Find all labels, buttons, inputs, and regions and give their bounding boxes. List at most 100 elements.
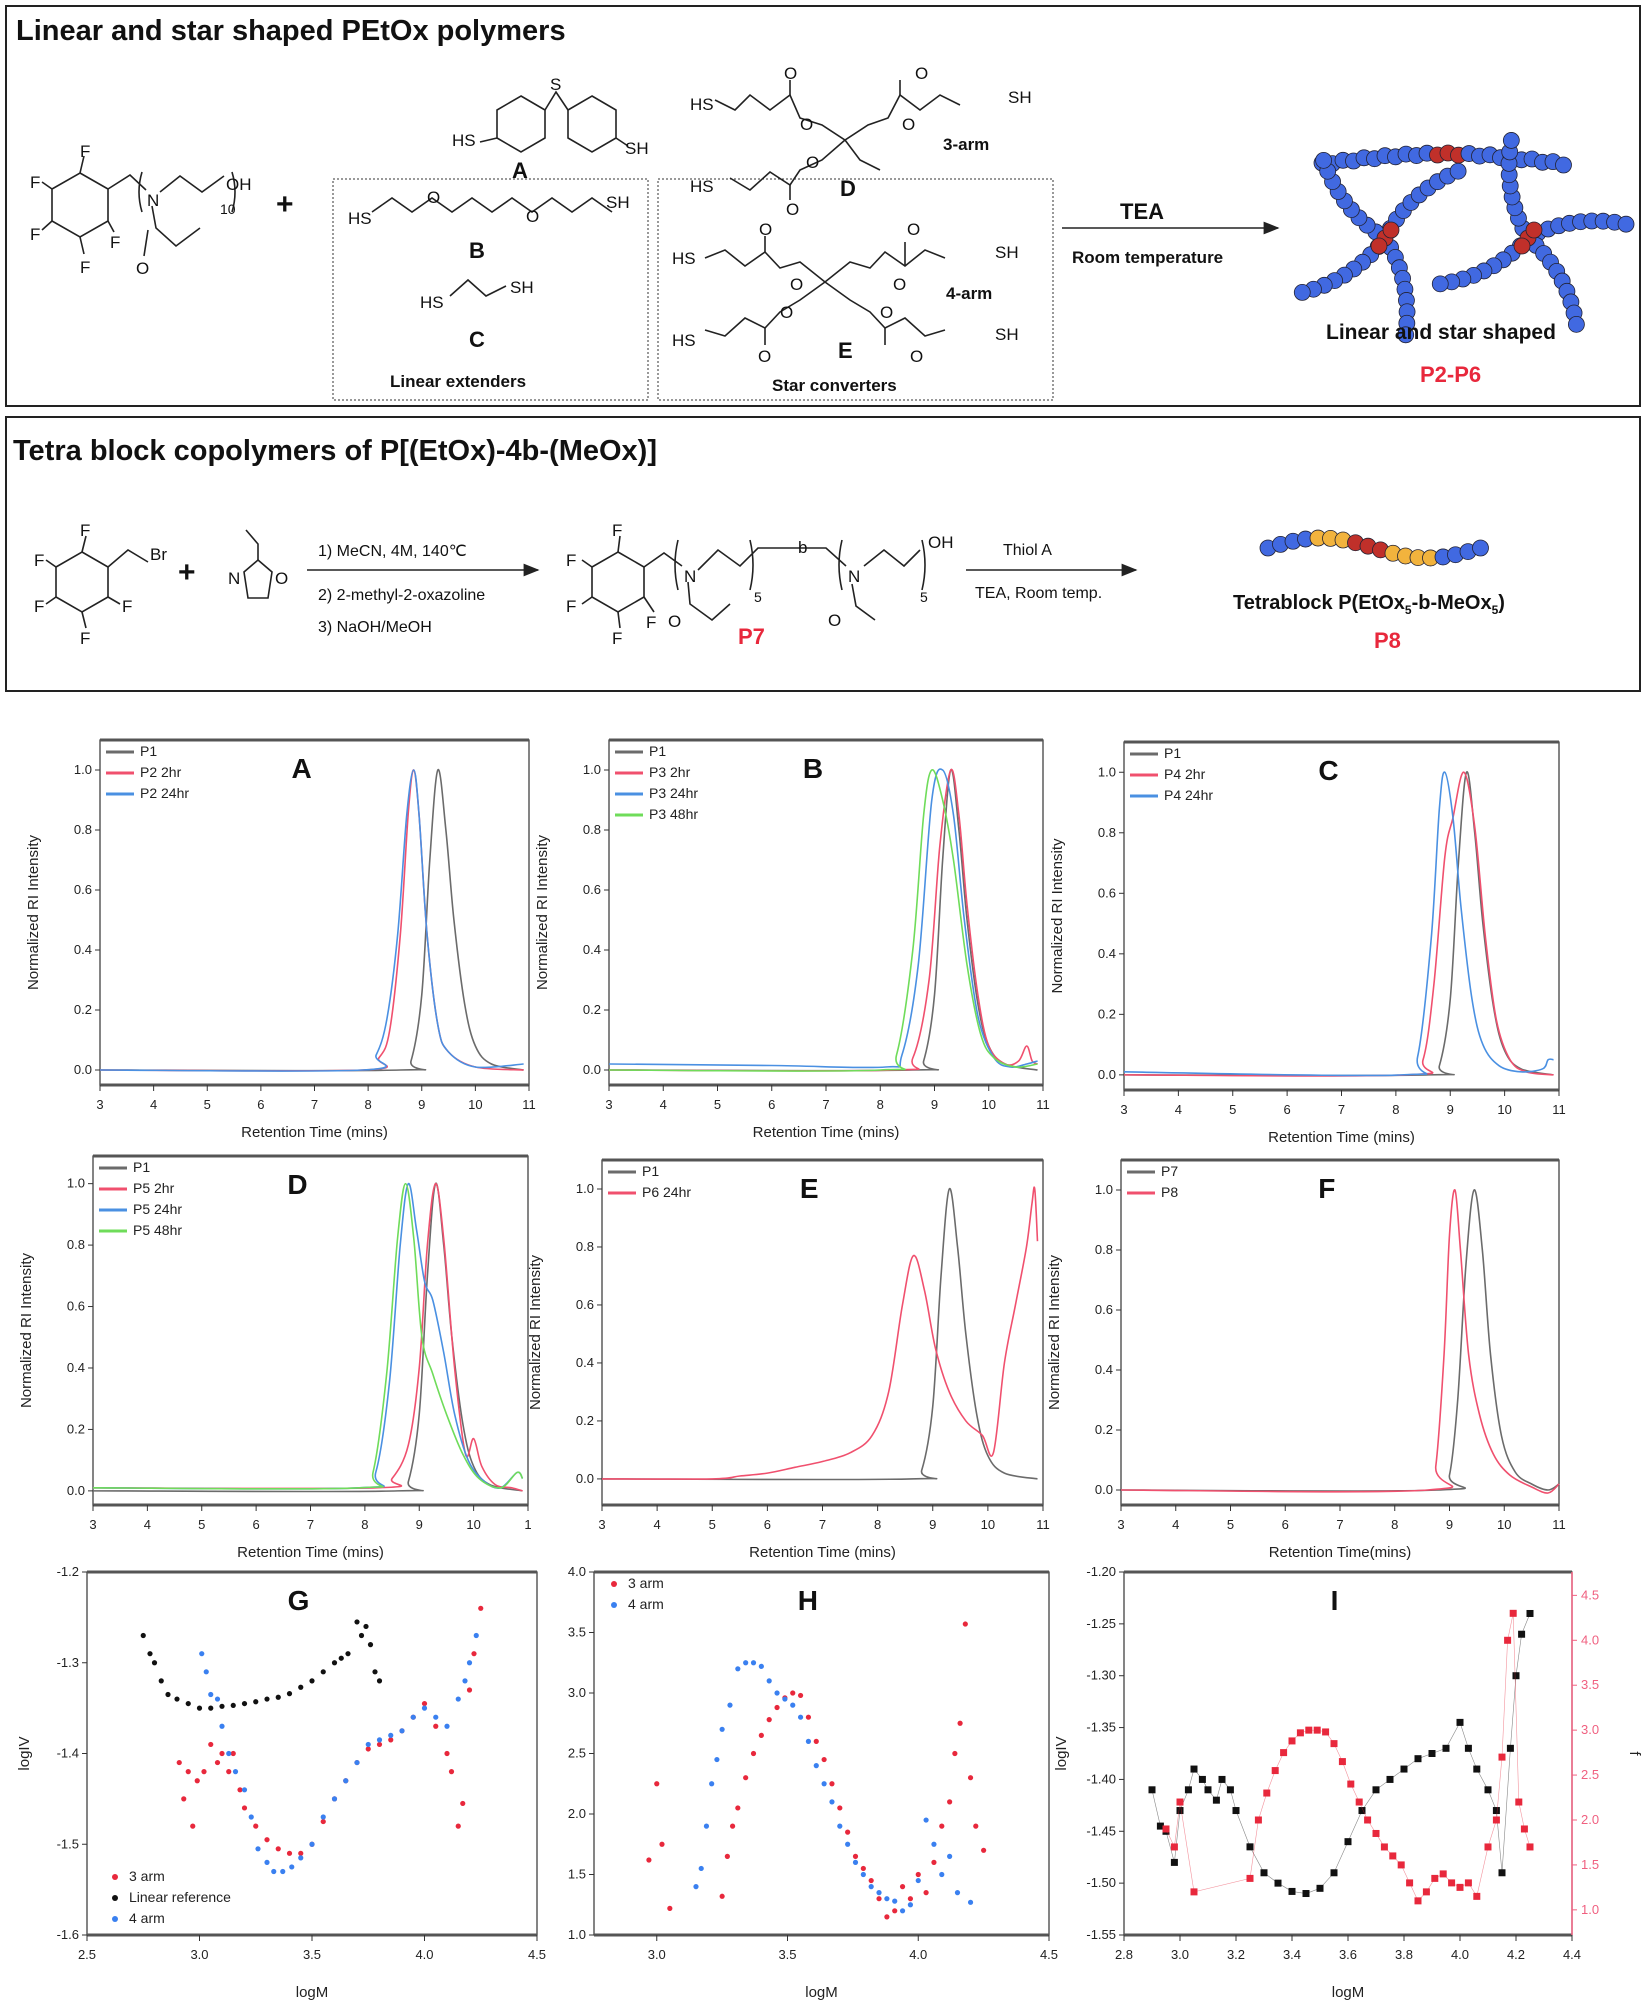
y-tick-label: 0.4 (1098, 946, 1116, 961)
data-point (237, 1787, 243, 1793)
x-tick-label: 8 (365, 1097, 372, 1112)
atom-label: F (80, 629, 90, 648)
data-point (1212, 1796, 1220, 1804)
P7-label: P7 (738, 624, 765, 649)
data-point (899, 1908, 906, 1914)
atom-label: N (228, 569, 240, 588)
atom-label: F (566, 597, 576, 616)
y-right-tick-label: 2.0 (1581, 1812, 1599, 1827)
linear-extenders-label: Linear extenders (390, 372, 526, 391)
y-tick-label: 0.2 (1095, 1422, 1113, 1437)
data-point (1400, 1765, 1408, 1773)
series-line-P5-48hr (92, 1182, 524, 1490)
y-axis-label: Normalized RI Intensity (527, 1254, 544, 1410)
data-point (1515, 1798, 1523, 1806)
y-tick-label: 0.4 (74, 942, 92, 957)
atom-label: HS (690, 95, 714, 114)
plot-frame (99, 739, 530, 1086)
legend-label: P1 (140, 743, 157, 759)
atom-label: F (34, 551, 44, 570)
data-point (743, 1775, 749, 1781)
atom-label: F (122, 597, 132, 616)
series-line-P5-2hr (92, 1182, 523, 1492)
data-point (667, 1905, 673, 1911)
atom-label: O (786, 200, 799, 219)
data-point (727, 1702, 733, 1708)
data-point (253, 1823, 259, 1829)
data-point (460, 1800, 466, 1807)
data-point (376, 1678, 383, 1684)
x-tick-label: 4 (1172, 1517, 1179, 1532)
y-tick-label: 0.0 (1098, 1067, 1116, 1082)
legend-label: P3 2hr (649, 764, 691, 780)
data-point (388, 1732, 394, 1738)
atom-label: HS (672, 331, 696, 350)
x-tick-label: 5 (1229, 1102, 1236, 1117)
data-point (813, 1738, 819, 1744)
data-point (1330, 1740, 1338, 1748)
data-point (363, 1623, 369, 1630)
data-point (931, 1859, 937, 1865)
star-converters-box (657, 178, 1054, 401)
y-tick-label: 1.5 (568, 1867, 586, 1882)
x-tick-label: 2.8 (1115, 1947, 1133, 1962)
data-point (962, 1621, 968, 1627)
data-point (466, 1687, 473, 1693)
atom-label: S (550, 75, 561, 94)
linker-label-A: A (512, 158, 528, 183)
data-point (709, 1781, 715, 1787)
data-point (214, 1696, 221, 1702)
plus-sign: + (178, 556, 196, 589)
x-tick-label: 7 (1336, 1517, 1343, 1532)
atom-label: OH (928, 533, 954, 552)
data-point (1355, 1798, 1363, 1806)
series-line-P4-2hr (1123, 771, 1554, 1077)
atom-label: O (902, 115, 915, 134)
x-tick-label: 2.5 (78, 1947, 96, 1962)
data-point (176, 1759, 182, 1766)
x-tick-label: 8 (1391, 1517, 1398, 1532)
data-point (1518, 1630, 1526, 1638)
data-point (1526, 1843, 1534, 1851)
atom-label: N (147, 191, 159, 210)
data-point (471, 1651, 477, 1657)
x-tick-label: 9 (1447, 1102, 1454, 1117)
data-point (821, 1756, 827, 1763)
data-point (790, 1690, 796, 1696)
data-point (1448, 1879, 1456, 1887)
legend-label: 3 arm (628, 1575, 664, 1591)
reagent-label: TEA (1120, 199, 1164, 224)
x-tick-label: 11 (1552, 1102, 1566, 1117)
x-tick-label: 7 (822, 1097, 829, 1112)
data-point (190, 1823, 196, 1829)
y-axis-label: logIV (1053, 1736, 1070, 1770)
data-point (813, 1763, 819, 1769)
data-point (264, 1696, 270, 1702)
x-tick-label: 4 (660, 1097, 667, 1112)
legend-label: P5 24hr (133, 1201, 182, 1217)
chain-bead (1370, 237, 1388, 255)
x-tick-label: 7 (819, 1517, 826, 1532)
data-point (286, 1691, 293, 1697)
legend-swatch (112, 1874, 118, 1880)
data-point (1170, 1858, 1178, 1866)
data-point (466, 1660, 473, 1666)
data-point (957, 1720, 963, 1726)
data-point (399, 1728, 405, 1734)
data-point (1302, 1890, 1310, 1898)
atom-label: SH (1008, 88, 1032, 107)
x-tick-label: 11 (1036, 1097, 1050, 1112)
legend-label: P1 (649, 743, 666, 759)
x-tick-label: 3.0 (190, 1947, 208, 1962)
data-point (280, 1868, 286, 1875)
linear-extenders-box (332, 178, 649, 401)
data-point (899, 1884, 906, 1890)
data-point (1305, 1726, 1313, 1734)
data-point (805, 1714, 812, 1720)
atom-label: Br (150, 545, 167, 564)
data-point (226, 1769, 232, 1775)
data-point (365, 1741, 371, 1748)
plot-frame (1123, 741, 1560, 1091)
x-axis-label: Retention Time (mins) (1268, 1129, 1415, 1146)
data-point (1322, 1728, 1330, 1736)
